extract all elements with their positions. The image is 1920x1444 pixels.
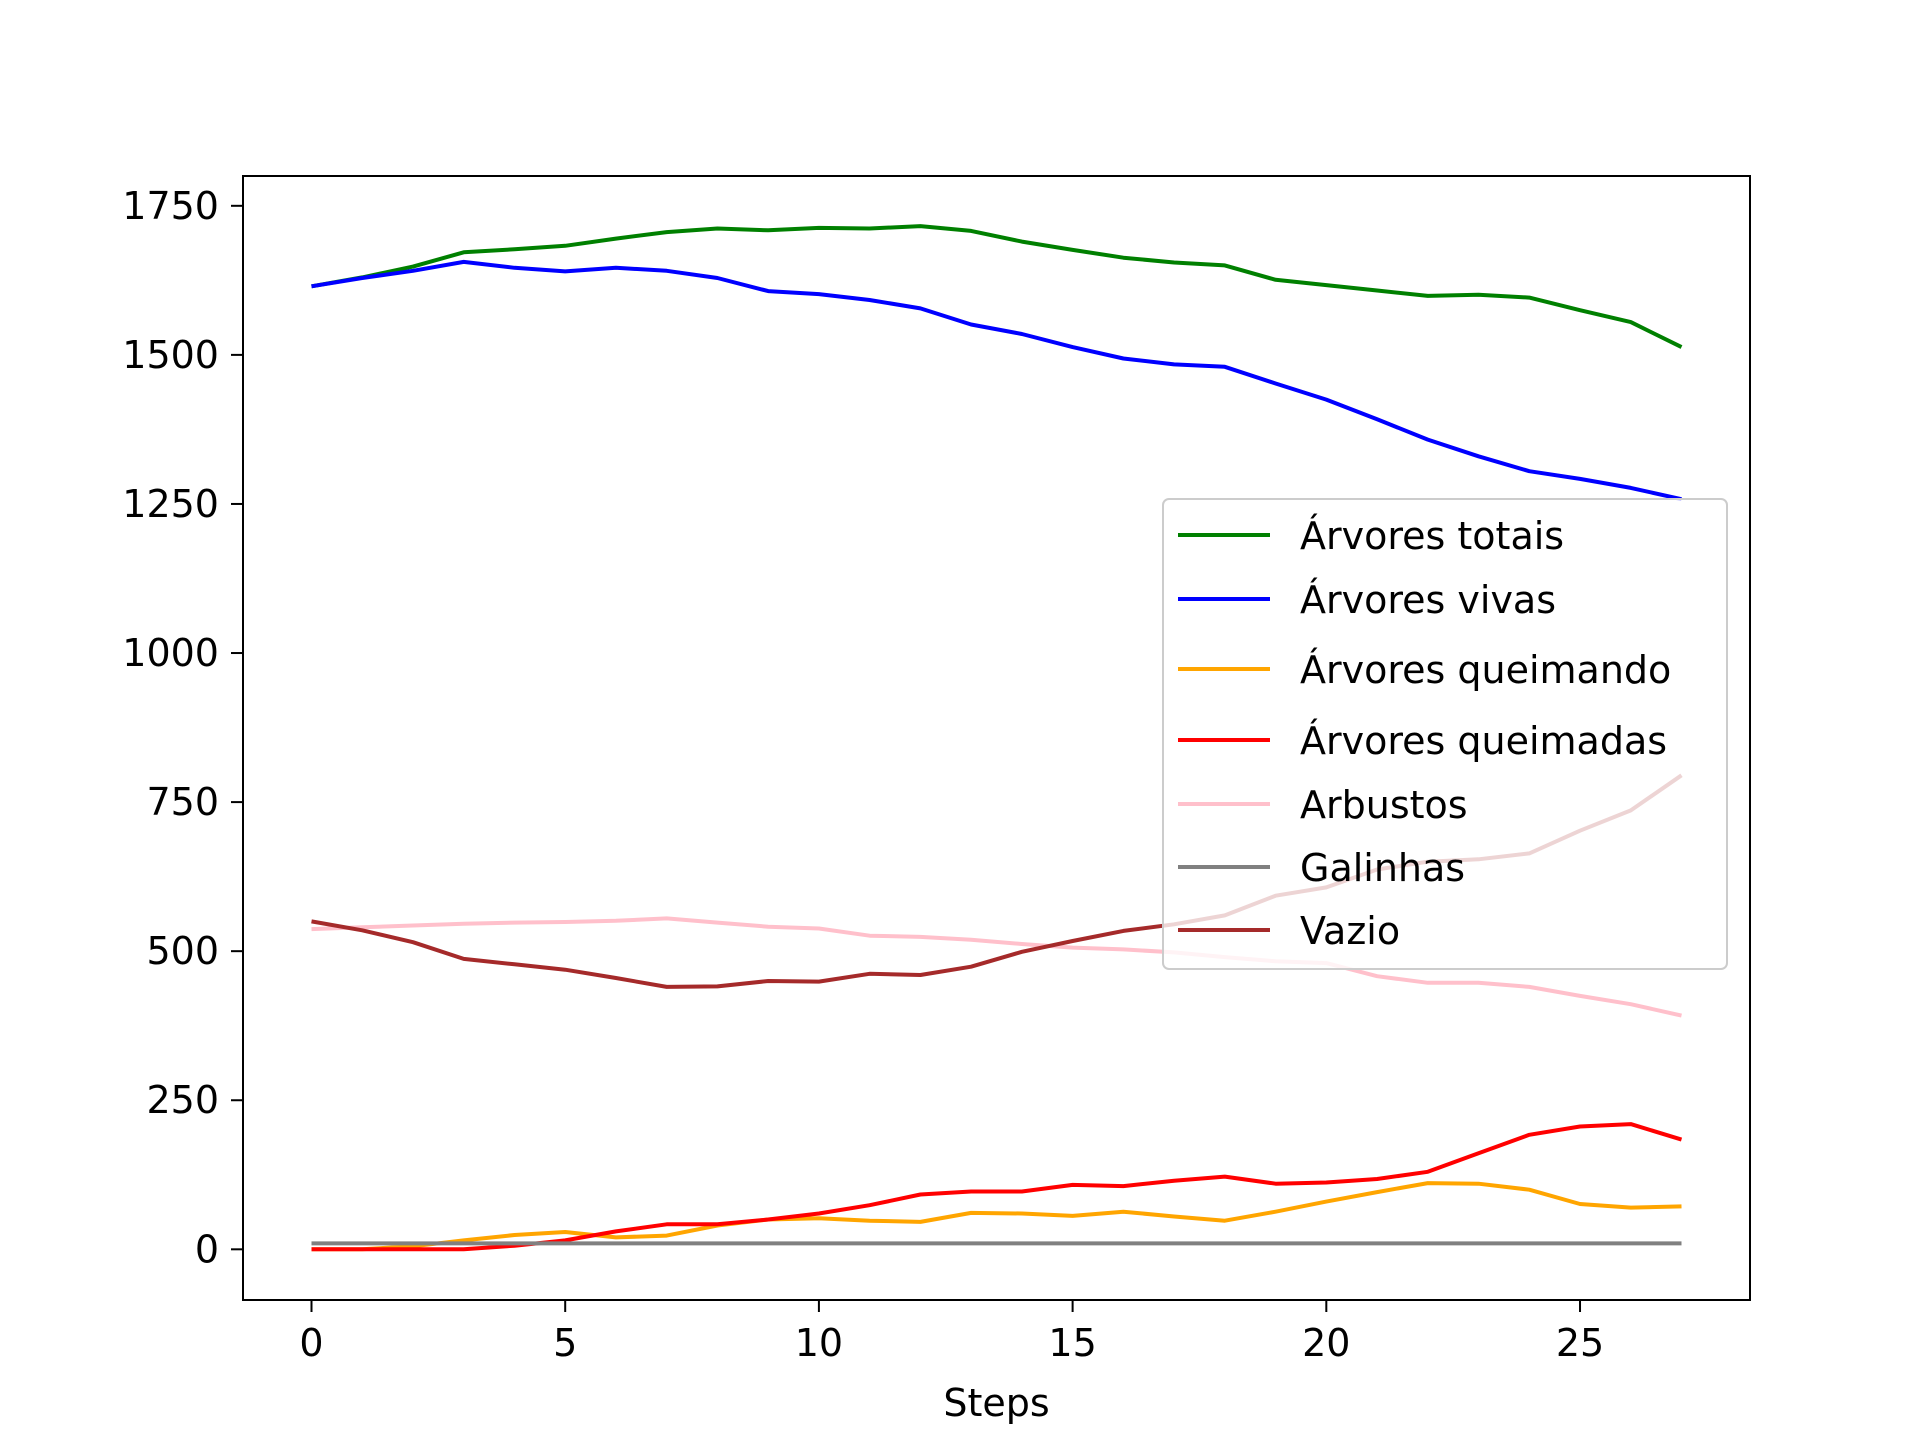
legend-label-2: Árvores queimando — [1300, 648, 1671, 692]
plot-frame — [242, 175, 1751, 1301]
series-line-4 — [311, 916, 1682, 1018]
x-tick-label: 20 — [1302, 1321, 1350, 1365]
legend-label-5: Galinhas — [1300, 846, 1465, 890]
legend-label-0: Árvores totais — [1300, 514, 1564, 558]
x-axis-label: Steps — [943, 1381, 1049, 1425]
x-tick-label: 5 — [553, 1321, 577, 1365]
legend-label-4: Arbustos — [1300, 783, 1468, 827]
series-line-2 — [311, 1181, 1682, 1252]
y-axis-ticks: 0 250 500 750 1000 1250 1500 1750 — [122, 184, 243, 1271]
y-tick-label: 750 — [146, 780, 219, 824]
x-tick-label: 15 — [1048, 1321, 1096, 1365]
x-tick-label: 10 — [795, 1321, 843, 1365]
legend-label-1: Árvores vivas — [1300, 578, 1556, 622]
y-tick-label: 1500 — [122, 333, 219, 377]
legend-box — [1162, 498, 1728, 970]
series-line-1 — [311, 259, 1682, 502]
y-tick-label: 0 — [195, 1227, 219, 1271]
y-tick-label: 1000 — [122, 631, 219, 675]
legend-label-3: Árvores queimadas — [1300, 719, 1667, 763]
legend-label-6: Vazio — [1300, 909, 1400, 953]
x-axis-ticks: 0 5 10 15 20 25 — [299, 1300, 1604, 1365]
legend: Árvores totais Árvores vivas Árvores queim… — [1162, 498, 1728, 970]
y-tick-label: 1750 — [122, 184, 219, 228]
y-tick-label: 500 — [146, 929, 219, 973]
series-line-0 — [311, 224, 1683, 349]
x-tick-label: 25 — [1556, 1321, 1604, 1365]
y-tick-label: 1250 — [122, 482, 219, 526]
y-tick-label: 250 — [146, 1078, 219, 1122]
x-tick-label: 0 — [299, 1321, 323, 1365]
